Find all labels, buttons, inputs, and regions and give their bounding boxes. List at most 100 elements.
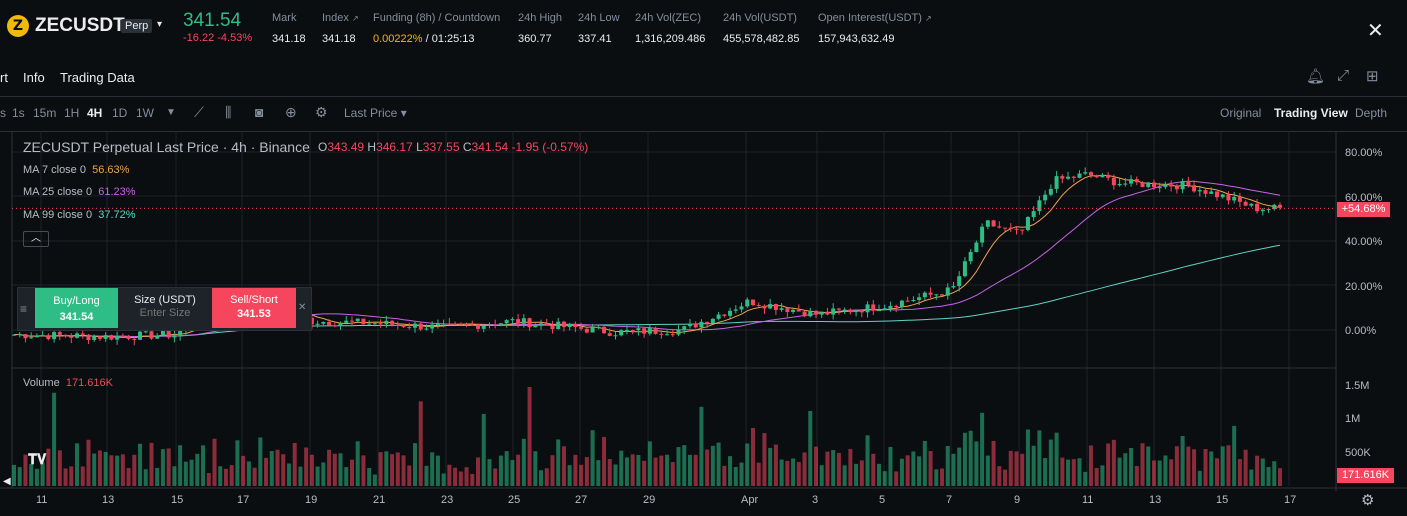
x-axis-label: 23 xyxy=(441,494,454,506)
view-trading-view[interactable]: Trading View xyxy=(1274,106,1348,120)
candle-body xyxy=(1083,172,1088,174)
sell-short-button[interactable]: Sell/Short 341.53 xyxy=(212,288,296,328)
view-original[interactable]: Original xyxy=(1220,106,1262,120)
volume-bar xyxy=(813,446,818,486)
x-axis-label: 17 xyxy=(1284,494,1297,506)
volume-tag: 171.616K xyxy=(1337,468,1394,483)
tab-chart[interactable]: rt xyxy=(0,70,8,85)
candle-body xyxy=(69,336,74,338)
volume-bar xyxy=(716,442,721,486)
volume-bar xyxy=(103,451,108,486)
volume-bar xyxy=(504,451,509,486)
close-icon[interactable]: ✕ xyxy=(1367,20,1384,42)
timeframe-dropdown-icon[interactable]: ▼ xyxy=(166,107,176,118)
volume-bar xyxy=(676,447,681,486)
volume-bar xyxy=(1209,451,1214,486)
buy-long-button[interactable]: Buy/Long 341.54 xyxy=(35,288,118,328)
candle-type-icon[interactable]: ⫼ xyxy=(225,104,232,120)
size-field[interactable]: Size (USDT) xyxy=(120,288,210,328)
volume-legend[interactable]: Volume 171.616K xyxy=(23,377,113,389)
candle-body xyxy=(103,335,108,339)
timeframe-1h[interactable]: 1H xyxy=(64,106,80,120)
tradingview-logo-icon[interactable]: 𝐓𝐕 xyxy=(28,451,47,467)
candle-body xyxy=(12,334,16,336)
volume-bar xyxy=(69,466,74,486)
price-type-select[interactable]: Last Price ▾ xyxy=(344,106,407,120)
candle-body xyxy=(544,323,549,326)
volume-bar xyxy=(1220,446,1225,486)
volume-axis-label: 1M xyxy=(1345,413,1361,425)
scroll-left-icon[interactable]: ◀ xyxy=(3,476,11,487)
timeframe-1w[interactable]: 1W xyxy=(136,106,154,120)
volume-bar xyxy=(23,454,28,486)
candle-body xyxy=(917,297,922,301)
volume-bar xyxy=(624,457,629,486)
volume-bar xyxy=(298,466,303,486)
ma7-legend[interactable]: MA 7 close 0 56.63% xyxy=(23,164,130,176)
volume-bar xyxy=(1140,443,1145,486)
candle-body xyxy=(1129,179,1134,184)
tab-trading-data[interactable]: Trading Data xyxy=(60,70,135,85)
indicator-line-icon[interactable]: ⟋ xyxy=(194,104,204,120)
candle-body xyxy=(1060,176,1065,179)
widget-close-icon[interactable]: ✕ xyxy=(298,302,307,313)
add-indicator-icon[interactable]: ⊕ xyxy=(285,104,297,120)
volume-bar xyxy=(315,466,320,486)
chart-settings-icon[interactable]: ⚙︎ xyxy=(1361,492,1375,509)
volume-bar xyxy=(607,459,612,486)
size-input[interactable] xyxy=(123,306,207,320)
volume-bar xyxy=(195,453,200,486)
external-link-icon[interactable]: ↗ xyxy=(924,14,932,23)
timeframe-1s[interactable]: 1s xyxy=(12,106,25,120)
timeframe-1d[interactable]: 1D xyxy=(112,106,128,120)
expand-icon[interactable]: ⤢ xyxy=(1337,67,1350,84)
candle-body xyxy=(361,318,366,325)
volume-bar xyxy=(796,461,801,486)
bell-icon[interactable]: 🔔︎ xyxy=(1306,68,1326,85)
tab-info[interactable]: Info xyxy=(23,70,45,85)
candle-body xyxy=(739,306,744,310)
volume-bar xyxy=(705,449,710,486)
volume-bar xyxy=(1151,460,1156,486)
candle-body xyxy=(384,320,389,325)
stat-open-interest[interactable]: Open Interest(USDT) ↗ 157,943,632.49 xyxy=(818,12,932,45)
candle-body xyxy=(1025,216,1030,231)
ma25-legend[interactable]: MA 25 close 0 61.23% xyxy=(23,186,136,198)
symbol-dropdown-icon[interactable]: ▾ xyxy=(157,19,163,30)
x-axis-label: 9 xyxy=(1014,494,1021,506)
volume-bar xyxy=(739,462,744,486)
settings-cog-icon[interactable]: ⚙︎ xyxy=(315,104,328,120)
candle-body xyxy=(1048,188,1053,195)
external-link-icon[interactable]: ↗ xyxy=(351,14,359,23)
candle-body xyxy=(498,323,503,326)
timeframe-4h[interactable]: 4H xyxy=(87,106,103,120)
volume-bar xyxy=(372,474,377,486)
volume-bar xyxy=(659,455,664,486)
volume-bar xyxy=(160,449,165,486)
ma99-legend[interactable]: MA 99 close 0 37.72% xyxy=(23,209,136,221)
collapse-legend-button[interactable]: ︿ xyxy=(23,231,49,247)
candle-body xyxy=(97,336,102,339)
volume-bar xyxy=(1255,455,1260,486)
candle-body xyxy=(109,335,114,340)
symbol-title[interactable]: ZECUSDT xyxy=(35,15,125,36)
candle-body xyxy=(390,320,395,325)
volume-bar xyxy=(831,450,836,486)
candle-body xyxy=(1077,173,1082,178)
candle-body xyxy=(710,318,715,324)
volume-bar xyxy=(1203,448,1208,486)
stat-index[interactable]: Index ↗ 341.18 xyxy=(322,12,359,45)
timeframe-15m[interactable]: 15m xyxy=(33,106,57,120)
camera-icon[interactable]: ◙ xyxy=(255,104,264,120)
zec-coin-icon: Z xyxy=(7,15,29,37)
view-depth[interactable]: Depth xyxy=(1355,106,1388,120)
last-price-tag: +54.68% xyxy=(1337,202,1390,217)
drag-handle-icon[interactable]: ≡ xyxy=(20,302,28,316)
layout-grid-icon[interactable]: ⊞ xyxy=(1366,68,1379,85)
timeframe-1s-partial[interactable]: s xyxy=(0,106,6,120)
volume-bar xyxy=(412,443,417,486)
volume-bar xyxy=(842,465,847,486)
volume-bar xyxy=(126,468,131,486)
candle-body xyxy=(435,324,440,326)
stat-mark[interactable]: Mark 341.18 xyxy=(272,12,306,45)
